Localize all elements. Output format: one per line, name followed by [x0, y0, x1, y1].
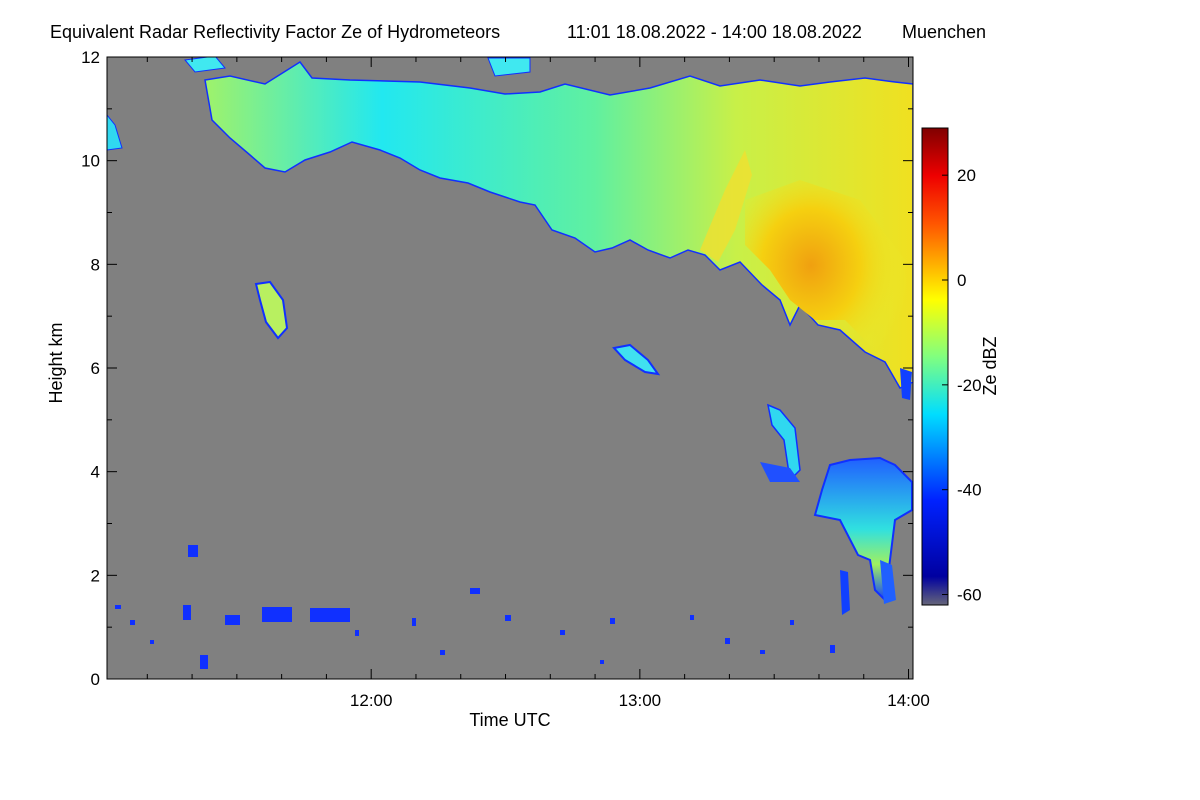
echo-upper-left: [107, 114, 123, 151]
colorbar-label: Ze dBZ: [980, 336, 1000, 395]
chart-time-range: 11:01 18.08.2022 - 14:00 18.08.2022: [567, 22, 862, 42]
colorbar-ticks: 20 0 -20 -40 -60: [942, 166, 982, 605]
y-tick-label: 8: [91, 255, 100, 274]
echo-virga-tail: [880, 560, 896, 604]
echo-upper-cap: [487, 57, 531, 77]
echo-mid-streak: [760, 462, 800, 482]
x-axis: 12:00 13:00 14:00: [146, 57, 930, 710]
colorbar-tick-label: -40: [957, 481, 982, 500]
y-tick-label: 0: [91, 670, 100, 689]
y-axis-label: Height km: [46, 322, 66, 403]
y-tick-label: 12: [81, 48, 100, 67]
x-tick-label: 14:00: [887, 691, 930, 710]
y-tick-label: 6: [91, 359, 100, 378]
chart-title: Equivalent Radar Reflectivity Factor Ze …: [50, 22, 500, 42]
echo-streak: [700, 150, 752, 262]
colorbar-tick-label: -60: [957, 586, 982, 605]
echo-virga-tail: [900, 368, 912, 400]
y-tick-label: 2: [91, 566, 100, 585]
x-tick-label: 12:00: [350, 691, 393, 710]
y-tick-label: 4: [91, 463, 100, 482]
colorbar-tick-label: 0: [957, 271, 966, 290]
echo-isolated-2: [612, 343, 661, 376]
echo-isolated-1: [254, 280, 289, 340]
colorbar: [921, 127, 949, 606]
x-tick-label: 13:00: [619, 691, 662, 710]
x-axis-label: Time UTC: [469, 710, 550, 730]
y-axis: 0 2 4 6 8 10 12: [81, 48, 913, 689]
y-tick-label: 10: [81, 152, 100, 171]
echo-virga-tail: [840, 570, 850, 615]
echo-boundary-layer: [115, 545, 835, 669]
echo-layer: [107, 57, 913, 669]
colorbar-tick-label: 20: [957, 166, 976, 185]
echo-core: [745, 180, 910, 370]
colorbar-tick-label: -20: [957, 376, 982, 395]
chart-location: Muenchen: [902, 22, 986, 42]
echo-upper-cirrus-deck: [204, 60, 913, 389]
